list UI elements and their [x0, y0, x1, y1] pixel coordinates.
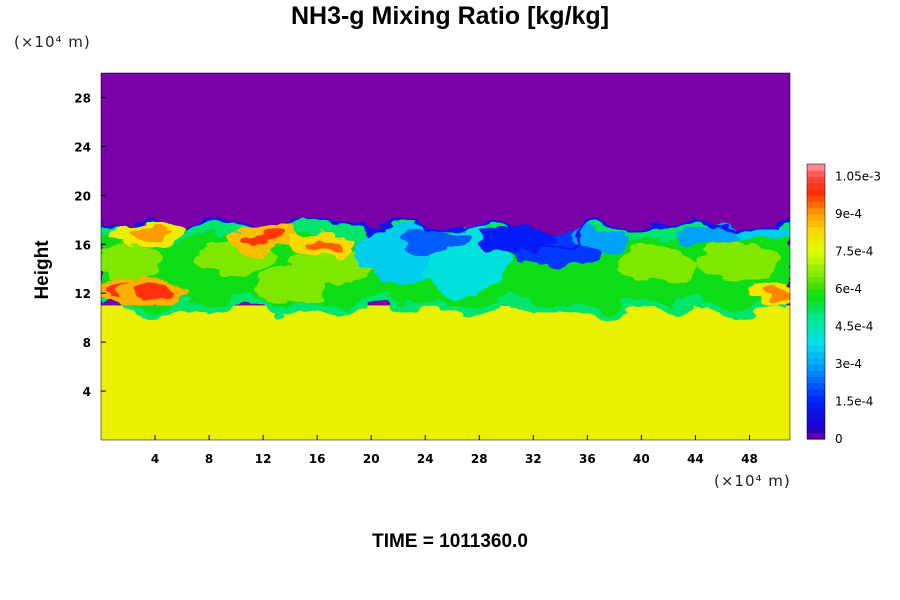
colorbar-tick-label: 3e-4 [835, 357, 862, 371]
colorbar-segment [807, 382, 825, 390]
x-tick-label: 28 [471, 452, 488, 466]
x-tick-label: 8 [205, 452, 213, 466]
hot-spot-2 [242, 231, 284, 245]
colorbar-tick-label: 0 [835, 432, 843, 446]
x-tick-label: 20 [363, 452, 380, 466]
colorbar-segment [807, 282, 825, 290]
colorbar-segment [807, 370, 825, 378]
y-tick-label: 8 [83, 336, 91, 350]
colorbar-segment [807, 264, 825, 271]
y-tick-label: 4 [83, 385, 91, 399]
colorbar-segment [807, 195, 825, 203]
y-tick-label: 16 [74, 238, 91, 252]
colorbar-segment [807, 320, 825, 328]
mixing-band [101, 215, 790, 322]
chart-title: NH3-g Mixing Ratio [kg/kg] [290, 2, 610, 30]
colorbar-tick-label: 1.05e-3 [835, 170, 881, 184]
y-tick-label: 20 [74, 189, 91, 203]
colorbar-segment [807, 432, 825, 440]
colorbar-segment [807, 295, 825, 303]
colorbar-segment [807, 420, 825, 428]
colorbar-segment [807, 207, 825, 215]
colorbar-segment [807, 357, 825, 365]
x-axis-unit: (×10⁴ m) [714, 472, 791, 490]
colorbar-segment [807, 220, 825, 228]
x-tick-label: 32 [525, 452, 542, 466]
colorbar-segment [807, 289, 825, 296]
colorbar-segment [807, 214, 825, 221]
hot-spot-4 [128, 227, 169, 242]
colorbar-segment [807, 270, 825, 278]
colorbar-segment [807, 339, 825, 346]
x-tick-label: 36 [579, 452, 596, 466]
colorbar-segment [807, 314, 825, 321]
colorbar-tick-label: 7.5e-4 [835, 245, 873, 259]
colorbar-segment [807, 364, 825, 371]
x-tick-label: 16 [309, 452, 326, 466]
colorbar-segment [807, 332, 825, 340]
y-axis-ticks: 4 8 12 16 20 24 28 [74, 91, 106, 399]
colorbar-segment [807, 226, 825, 234]
colorbar-segment [807, 389, 825, 396]
colorbar-segment [807, 345, 825, 353]
x-tick-label: 12 [255, 452, 272, 466]
x-axis-ticks: 4 8 12 16 20 24 28 32 36 40 44 48 [151, 435, 758, 466]
y-axis-unit: (×10⁴ m) [14, 33, 91, 51]
colorbar-frame [806, 163, 826, 440]
colorbar-segment [807, 201, 825, 209]
colorbar-tick-label: 4.5e-4 [835, 320, 873, 334]
colorbar-segment [807, 351, 825, 359]
colorbar-segment [807, 189, 825, 196]
colorbar-segment [807, 376, 825, 384]
time-label: TIME = 1011360.0 [372, 531, 528, 552]
colorbar-segment [807, 182, 825, 190]
colorbar-segment [807, 301, 825, 309]
colorbar-segment [807, 276, 825, 284]
y-tick-label: 24 [74, 140, 91, 154]
colorbar: 0 1.5e-4 3e-4 4.5e-4 6e-4 7.5e-4 9e-4 1.05e-3 [806, 163, 881, 446]
plot-frame [100, 72, 791, 441]
x-tick-label: 48 [741, 452, 758, 466]
plot-area [101, 73, 790, 440]
colorbar-segment [807, 164, 825, 171]
colorbar-tick-label: 6e-4 [835, 282, 862, 296]
x-tick-label: 4 [151, 452, 159, 466]
colorbar-segment [807, 414, 825, 421]
colorbar-tick-label: 9e-4 [835, 207, 862, 221]
hot-spots [101, 222, 790, 306]
hot-spot-5 [762, 286, 790, 300]
colorbar-segment [807, 239, 825, 246]
colorbar-segment [807, 426, 825, 434]
y-tick-label: 12 [74, 287, 91, 301]
colorbar-segment [807, 307, 825, 315]
colorbar-segment [807, 245, 825, 253]
colorbar-tick-label: 1.5e-4 [835, 395, 873, 409]
colorbar-segment [807, 401, 825, 409]
hot-spot-3 [303, 237, 345, 251]
colorbar-segment [807, 170, 825, 178]
hot-spot-1 [134, 286, 176, 300]
colorbar-segment [807, 176, 825, 184]
colorbar-segment [807, 326, 825, 334]
colorbar-segment [807, 232, 825, 240]
colorbar-segment [807, 407, 825, 415]
y-tick-label: 28 [74, 91, 91, 105]
x-tick-label: 40 [633, 452, 650, 466]
x-tick-label: 44 [687, 452, 704, 466]
colorbar-segment [807, 251, 825, 259]
x-tick-label: 24 [417, 452, 434, 466]
colorbar-segment [807, 257, 825, 265]
lower-layer [101, 305, 790, 440]
colorbar-segment [807, 395, 825, 403]
